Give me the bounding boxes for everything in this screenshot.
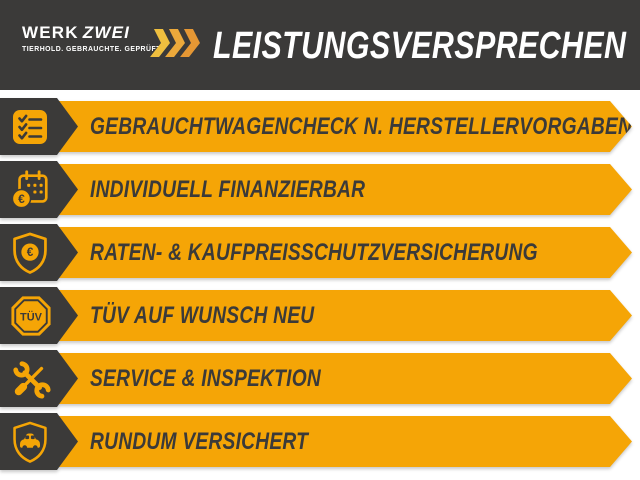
promise-banner: RATEN- & KAUFPREISSCHUTZVERSICHERUNG — [55, 227, 632, 278]
promise-row-finanzierbar: INDIVIDUELL FINANZIERBAR € — [0, 161, 640, 218]
promise-row-service: SERVICE & INSPEKTION — [0, 350, 640, 407]
promise-label: SERVICE & INSPEKTION — [90, 364, 321, 392]
brand-name-secondary: ZWEI — [82, 23, 131, 42]
euro-symbol: € — [18, 191, 25, 205]
tools-icon — [13, 360, 51, 399]
promise-label: RATEN- & KAUFPREISSCHUTZVERSICHERUNG — [90, 238, 538, 266]
checklist-icon — [13, 109, 47, 144]
tuv-label: TÜV — [20, 310, 43, 323]
brand-name: WERK ZWEI — [22, 23, 163, 43]
shield-euro-icon: € — [13, 232, 47, 274]
promise-label: TÜV AUF WUNSCH NEU — [90, 301, 315, 329]
brand-name-primary: WERK — [22, 23, 79, 42]
promise-row-gebrauchtwagencheck: GEBRAUCHTWAGENCHECK N. HERSTELLERVORGABE… — [0, 98, 640, 155]
promise-row-tuev: TÜV AUF WUNSCH NEU TÜV — [0, 287, 640, 344]
car-shield-icon — [13, 421, 47, 463]
triple-chevron-icon — [150, 29, 200, 57]
euro-symbol: € — [27, 245, 34, 259]
brand-logo: WERK ZWEI TIERHOLD. GEBRAUCHTE. GEPRÜFT. — [22, 23, 163, 53]
promise-banner: TÜV AUF WUNSCH NEU — [55, 290, 632, 341]
promise-banner: SERVICE & INSPEKTION — [55, 353, 632, 404]
promise-label: INDIVIDUELL FINANZIERBAR — [90, 175, 366, 203]
promise-banner: RUNDUM VERSICHERT — [55, 416, 632, 467]
page-title: LEISTUNGSVERSPRECHEN — [213, 25, 627, 67]
promise-label: GEBRAUCHTWAGENCHECK N. HERSTELLERVORGABE… — [90, 112, 633, 140]
brand-tagline: TIERHOLD. GEBRAUCHTE. GEPRÜFT. — [22, 46, 163, 53]
promise-row-schutzversicherung: RATEN- & KAUFPREISSCHUTZVERSICHERUNG € — [0, 224, 640, 281]
promise-label: RUNDUM VERSICHERT — [90, 427, 309, 455]
promise-banner: GEBRAUCHTWAGENCHECK N. HERSTELLERVORGABE… — [55, 101, 632, 152]
tuv-octagon-icon: TÜV — [11, 295, 51, 336]
promise-row-versichert: RUNDUM VERSICHERT — [0, 413, 640, 470]
calendar-euro-icon: € — [11, 169, 48, 208]
promise-banner: INDIVIDUELL FINANZIERBAR — [55, 164, 632, 215]
header-bar: WERK ZWEI TIERHOLD. GEBRAUCHTE. GEPRÜFT. … — [0, 0, 640, 90]
